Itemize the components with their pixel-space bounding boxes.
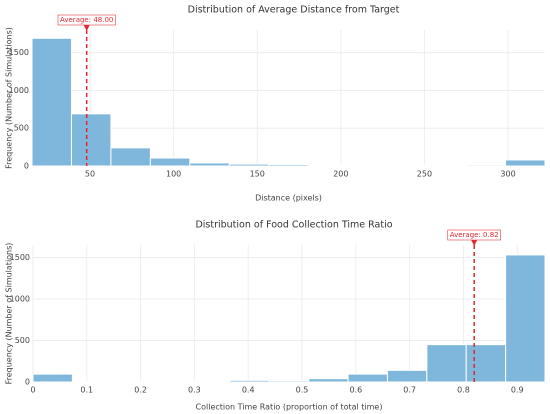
annotation-arrow bbox=[471, 240, 478, 246]
x-tick-label: 50 bbox=[85, 170, 95, 179]
y-tick-label: 1500 bbox=[9, 48, 29, 57]
y-tick-label: 1000 bbox=[9, 86, 29, 95]
x-tick-label: 0.1 bbox=[80, 386, 93, 395]
x-tick-label: 0.6 bbox=[349, 386, 362, 395]
x-tick-label: 0.8 bbox=[457, 386, 470, 395]
bar bbox=[229, 379, 270, 383]
bar bbox=[505, 159, 546, 167]
bar bbox=[268, 380, 310, 383]
x-tick-label: 0.9 bbox=[511, 386, 524, 395]
bar bbox=[347, 373, 388, 383]
x-axis-label: Collection Time Ratio (proportion of tot… bbox=[196, 403, 383, 412]
bar bbox=[70, 113, 112, 167]
mean-annotation: Average: 48.00 bbox=[60, 16, 113, 24]
y-tick-label: 1500 bbox=[10, 253, 30, 262]
bar bbox=[465, 344, 507, 383]
y-tick-label: 1000 bbox=[10, 294, 30, 303]
bar bbox=[505, 254, 546, 383]
bar bbox=[110, 147, 151, 167]
bar bbox=[426, 344, 467, 383]
bar bbox=[426, 164, 467, 167]
bar bbox=[150, 380, 192, 383]
bar bbox=[307, 164, 349, 167]
y-tick-label: 500 bbox=[15, 336, 30, 345]
y-axis-label: Frequency (Number of Simulations) bbox=[5, 27, 14, 169]
bar bbox=[190, 380, 231, 383]
bar bbox=[31, 37, 72, 167]
y-tick-label: 500 bbox=[14, 124, 29, 133]
bar bbox=[189, 162, 230, 167]
bar bbox=[347, 164, 388, 167]
y-tick-label: 0 bbox=[24, 162, 29, 171]
x-tick-label: 0.3 bbox=[188, 386, 201, 395]
x-tick-label: 100 bbox=[166, 170, 181, 179]
x-tick-label: 300 bbox=[500, 170, 515, 179]
x-tick-label: 0.2 bbox=[134, 386, 147, 395]
chart-title: Distribution of Average Distance from Ta… bbox=[188, 5, 400, 16]
bar bbox=[228, 163, 270, 167]
chart-title: Distribution of Food Collection Time Rat… bbox=[195, 220, 392, 231]
bar bbox=[149, 157, 191, 167]
mean-annotation: Average: 0.82 bbox=[450, 231, 499, 239]
bar bbox=[386, 164, 428, 167]
bar bbox=[308, 378, 349, 383]
x-tick-label: 200 bbox=[333, 170, 348, 179]
x-tick-label: 0.7 bbox=[403, 386, 416, 395]
x-tick-label: 250 bbox=[417, 170, 432, 179]
y-tick-label: 0 bbox=[25, 378, 30, 387]
x-tick-label: 0 bbox=[30, 386, 35, 395]
bar bbox=[32, 373, 73, 383]
bar bbox=[268, 163, 309, 167]
x-tick-label: 0.5 bbox=[296, 386, 309, 395]
y-axis-label: Frequency (Number of Simulations) bbox=[5, 243, 14, 385]
x-axis-label: Distance (pixels) bbox=[255, 194, 322, 203]
bar bbox=[465, 164, 507, 167]
x-tick-label: 150 bbox=[250, 170, 265, 179]
annotation-arrow bbox=[83, 25, 90, 31]
x-tick-label: 0.4 bbox=[242, 386, 255, 395]
bar bbox=[386, 369, 428, 383]
